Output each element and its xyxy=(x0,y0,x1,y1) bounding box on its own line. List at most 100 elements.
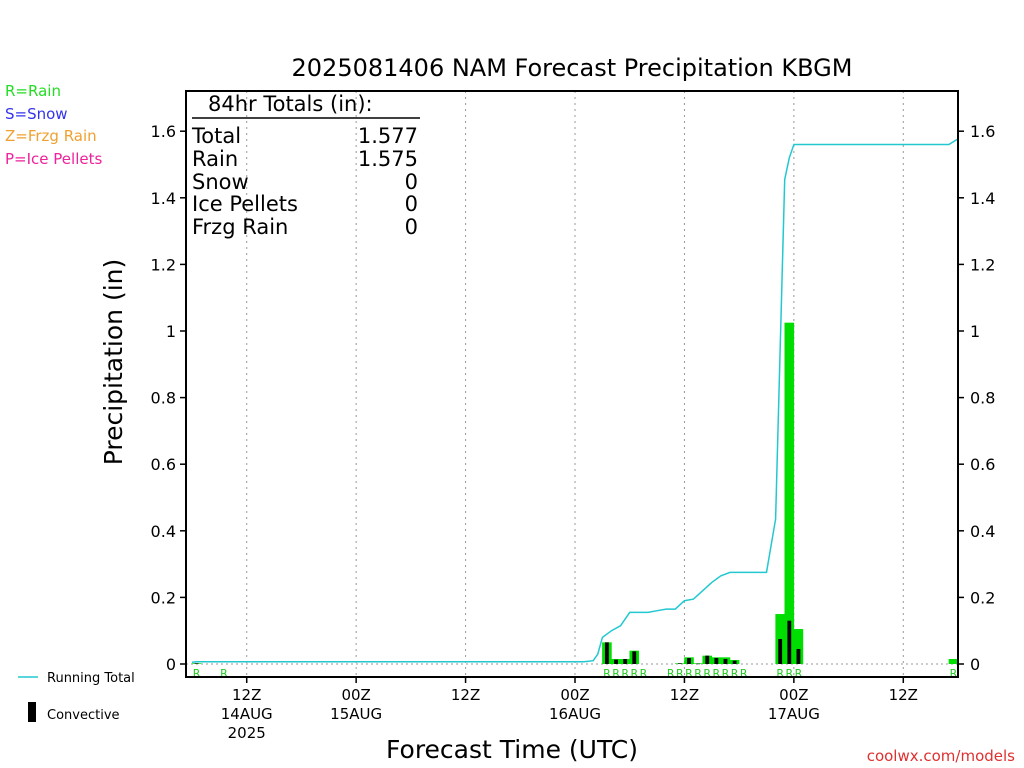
convective-bar-0 xyxy=(194,663,199,664)
totals-label-snow: Snow xyxy=(192,170,249,194)
convective-bar-12 xyxy=(778,639,783,664)
y-tick-label-right-2: 0.4 xyxy=(970,522,995,541)
totals-label-ice-pellets: Ice Pellets xyxy=(192,192,298,216)
ptype-code-18: R xyxy=(795,667,803,680)
convective-bar-7 xyxy=(696,663,701,665)
y-tick-label-left-4: 0.8 xyxy=(151,389,176,408)
convective-bar-8 xyxy=(705,655,710,664)
y-axis-right: 0 0.2 0.4 0.6 0.8 1 1.2 1.4 1.6 xyxy=(958,122,995,674)
precip-bar-15 xyxy=(948,659,959,664)
ptype-code-2: R xyxy=(603,667,611,680)
running-total-line xyxy=(191,138,959,664)
ptype-code-14: R xyxy=(731,667,739,680)
convective-bars xyxy=(194,620,801,665)
totals-box: 84hr Totals (in): Total 1.577 Rain 1.575… xyxy=(191,92,420,239)
y-tick-label-left-8: 1.6 xyxy=(151,122,176,141)
totals-value-total: 1.577 xyxy=(358,124,418,148)
x-tick-label-1: 00Z xyxy=(341,686,370,704)
chart-title: 2025081406 NAM Forecast Precipitation KB… xyxy=(292,54,853,82)
y-tick-label-right-0: 0 xyxy=(970,655,980,674)
legend-rain: R=Rain xyxy=(5,82,61,100)
convective-bar-10 xyxy=(723,659,728,664)
ptype-code-4: R xyxy=(621,667,629,680)
totals-value-ice-pellets: 0 xyxy=(405,192,418,216)
totals-label-rain: Rain xyxy=(192,147,238,171)
y-tick-label-left-3: 0.6 xyxy=(151,455,176,474)
convective-bar-3 xyxy=(623,659,628,664)
x-tick-label-4: 12Z xyxy=(670,686,699,704)
x-tick-label-6: 12Z xyxy=(889,686,918,704)
ptype-code-8: R xyxy=(676,667,684,680)
ptype-code-10: R xyxy=(694,667,702,680)
convective-bar-1 xyxy=(605,642,609,664)
y-tick-label-right-3: 0.6 xyxy=(970,455,995,474)
plot-frame xyxy=(185,90,959,678)
y-axis-left: 0 0.2 0.4 0.6 0.8 1 1.2 1.4 1.6 xyxy=(151,122,186,674)
ptype-code-11: R xyxy=(703,667,711,680)
totals-value-snow: 0 xyxy=(405,170,418,194)
legend-ice-pellets: P=Ice Pellets xyxy=(5,150,102,168)
ptype-code-15: R xyxy=(740,667,748,680)
ptype-code-0: R xyxy=(193,667,201,680)
ptype-code-5: R xyxy=(630,667,638,680)
convective-swatch xyxy=(28,702,36,722)
convective-legend: Convective xyxy=(47,708,120,723)
y-tick-label-left-5: 1 xyxy=(166,322,176,341)
y-tick-label-right-6: 1.2 xyxy=(970,255,995,274)
y-tick-label-right-1: 0.2 xyxy=(970,588,995,607)
convective-bar-6 xyxy=(687,658,691,664)
x-tick-label-0: 12Z xyxy=(232,686,261,704)
legend-frzg-rain: Z=Frzg Rain xyxy=(5,127,97,145)
y-tick-label-left-2: 0.4 xyxy=(151,522,176,541)
precip-bar-13 xyxy=(784,322,795,664)
ptype-code-17: R xyxy=(785,667,793,680)
precip-bar-14 xyxy=(793,629,804,664)
x-tick-date-3: 16AUG xyxy=(549,705,601,723)
convective-bar-13 xyxy=(787,620,792,664)
y-axis-label: Precipitation (in) xyxy=(99,259,128,466)
y-tick-label-right-7: 1.4 xyxy=(970,189,995,208)
x-tick-label-3: 00Z xyxy=(560,686,589,704)
ptype-code-9: R xyxy=(685,667,693,680)
legend-snow: S=Snow xyxy=(5,105,68,123)
ptype-code-13: R xyxy=(722,667,730,680)
y-tick-label-left-0: 0 xyxy=(166,655,176,674)
y-tick-label-right-8: 1.6 xyxy=(970,122,995,141)
ptype-code-19: R xyxy=(950,667,958,680)
ptype-code-1: R xyxy=(220,667,228,680)
ptype-code-3: R xyxy=(612,667,620,680)
convective-bar-5 xyxy=(677,663,682,664)
ptype-code-16: R xyxy=(776,667,784,680)
convective-bar-11 xyxy=(732,660,737,664)
ptype-code-12: R xyxy=(713,667,721,680)
x-tick-year-0: 2025 xyxy=(228,724,266,742)
ptype-legend: R=Rain S=Snow Z=Frzg Rain P=Ice Pellets xyxy=(5,82,102,168)
line-legend: Running Total Convective xyxy=(18,671,135,723)
convective-bar-4 xyxy=(632,651,637,664)
x-tick-date-1: 15AUG xyxy=(330,705,382,723)
ptype-code-6: R xyxy=(640,667,648,680)
x-tick-label-5: 00Z xyxy=(779,686,808,704)
credit-text: coolwx.com/models xyxy=(867,747,1015,765)
grid-lines xyxy=(186,91,958,677)
totals-header: 84hr Totals (in): xyxy=(208,92,373,116)
y-tick-label-left-1: 0.2 xyxy=(151,588,176,607)
totals-value-rain: 1.575 xyxy=(358,147,418,171)
x-tick-date-0: 14AUG xyxy=(221,705,273,723)
totals-value-frzg-rain: 0 xyxy=(405,215,418,239)
ptype-code-7: R xyxy=(667,667,675,680)
y-tick-label-left-6: 1.2 xyxy=(151,255,176,274)
convective-bar-2 xyxy=(614,659,618,664)
totals-label-total: Total xyxy=(191,124,241,148)
y-tick-label-left-7: 1.4 xyxy=(151,189,176,208)
y-tick-label-right-5: 1 xyxy=(970,322,980,341)
totals-label-frzg-rain: Frzg Rain xyxy=(192,215,288,239)
convective-bar-14 xyxy=(796,649,801,664)
x-axis-label: Forecast Time (UTC) xyxy=(386,735,638,764)
y-tick-label-right-4: 0.8 xyxy=(970,389,995,408)
x-tick-label-2: 12Z xyxy=(451,686,480,704)
running-total-legend: Running Total xyxy=(47,671,135,686)
x-tick-date-5: 17AUG xyxy=(768,705,820,723)
